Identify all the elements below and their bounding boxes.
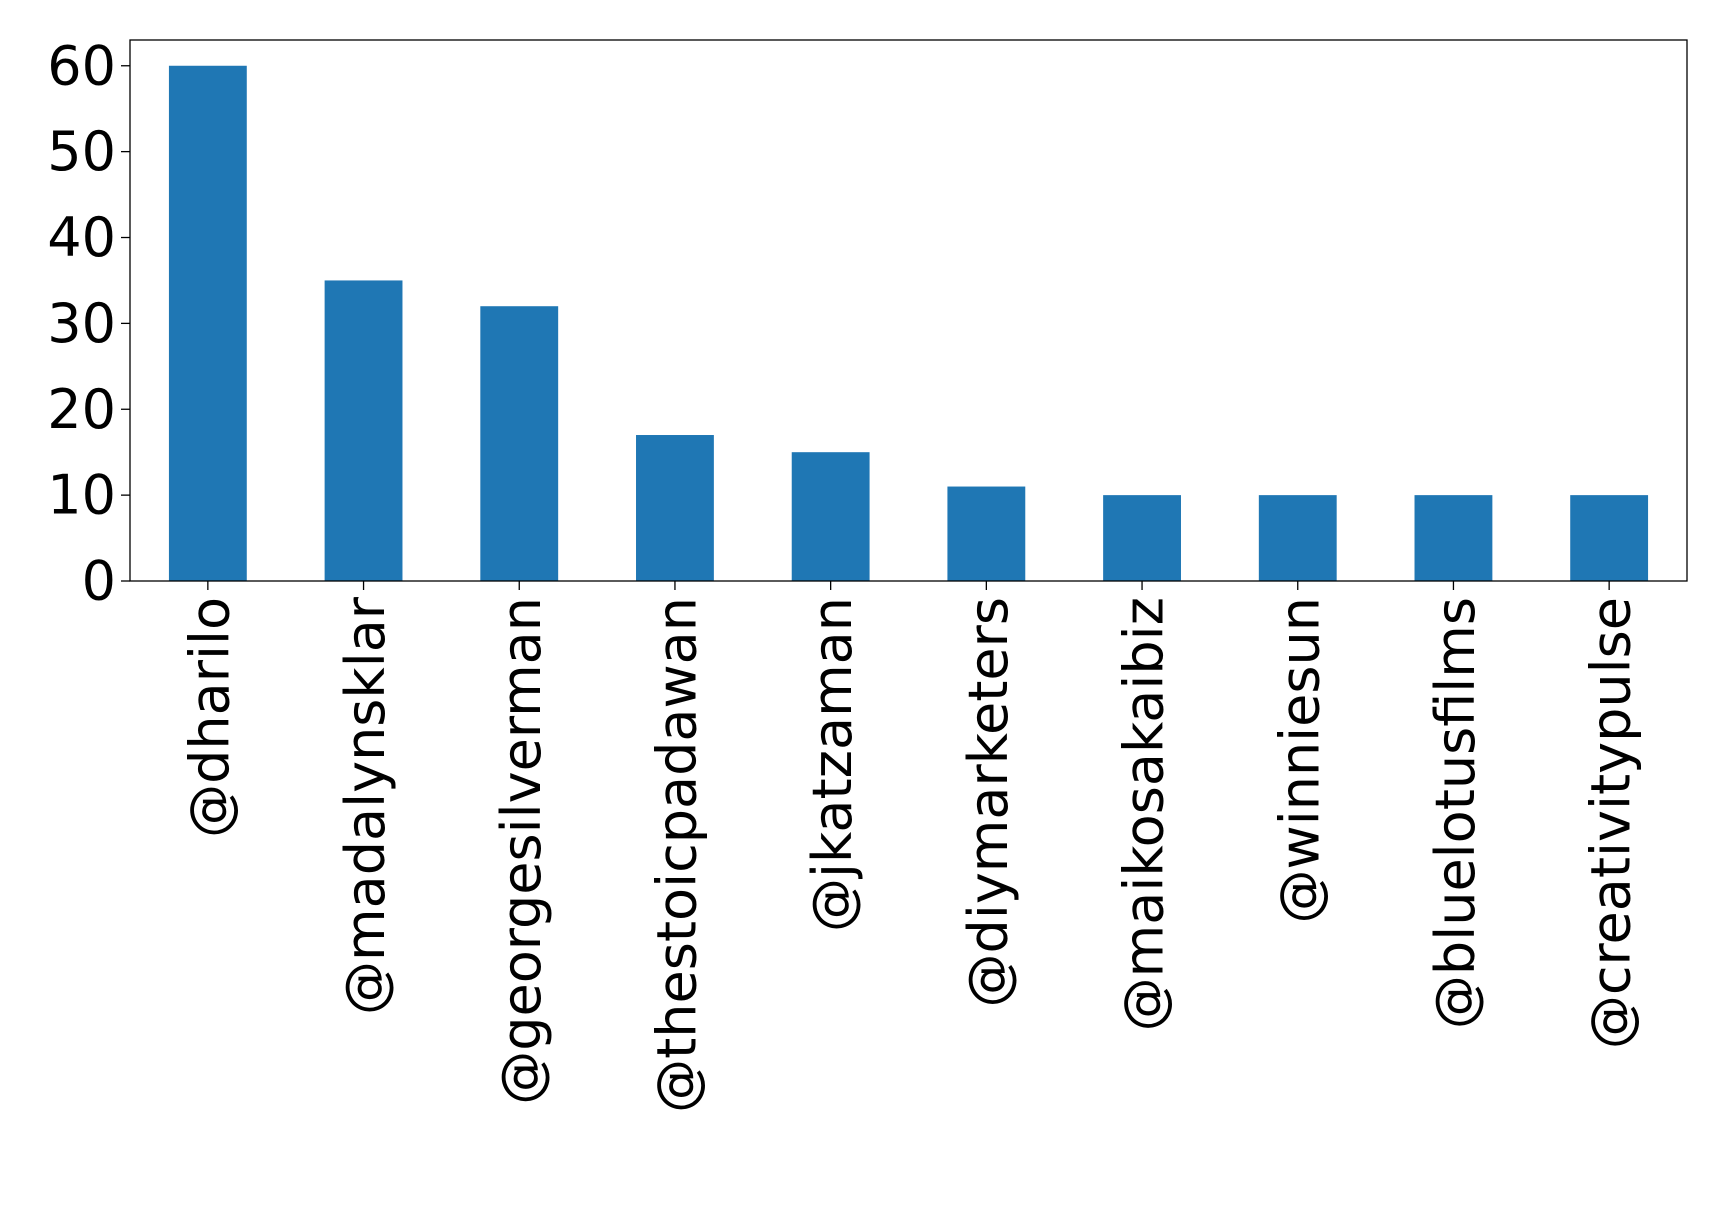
x-tick-label: @creativitypulse: [1580, 597, 1643, 1049]
bar-jkatzaman: [791, 452, 870, 581]
y-tick-label: 10: [47, 464, 116, 527]
x-tick-label: @madalynsklar: [334, 596, 397, 1015]
bar-diymarketers: [947, 486, 1026, 581]
y-axis: 0 10 20 30 40 50 60: [47, 34, 130, 613]
bar-georgesilverman: [480, 306, 559, 581]
x-tick-label: @georgesilverman: [490, 597, 553, 1105]
x-tick-label: @thestoicpadawan: [645, 597, 708, 1113]
y-tick-label: 30: [47, 292, 116, 355]
x-tick-label: @diymarketers: [957, 597, 1020, 1007]
bar-maikosakaibiz: [1103, 495, 1181, 581]
y-tick-label: 50: [47, 120, 116, 183]
x-tick-label: @maikosakaibiz: [1113, 597, 1176, 1031]
x-tick-label: @winniesun: [1268, 597, 1331, 923]
y-tick-label: 0: [82, 550, 116, 613]
bar-creativitypulse: [1570, 495, 1649, 581]
x-axis: @dharilo @madalynsklar @georgesilverman @th…: [178, 581, 1643, 1113]
bar-winniesun: [1258, 495, 1337, 581]
bars-layer: [168, 65, 1649, 581]
bar-madalynsklar: [324, 280, 403, 581]
x-tick-label: @jkatzaman: [801, 597, 864, 932]
plot-frame: [129, 39, 1688, 582]
y-tick-label: 60: [47, 34, 116, 97]
y-tick-label: 20: [47, 378, 116, 441]
x-tick-label: @dharilo: [178, 597, 241, 838]
x-tick-label: @bluelotusfilms: [1424, 597, 1487, 1029]
y-tick-label: 40: [47, 206, 116, 269]
bar-bluelotusfilms: [1414, 495, 1493, 581]
bar-dharilo: [168, 65, 247, 581]
bar-thestoicpadawan: [636, 435, 714, 581]
